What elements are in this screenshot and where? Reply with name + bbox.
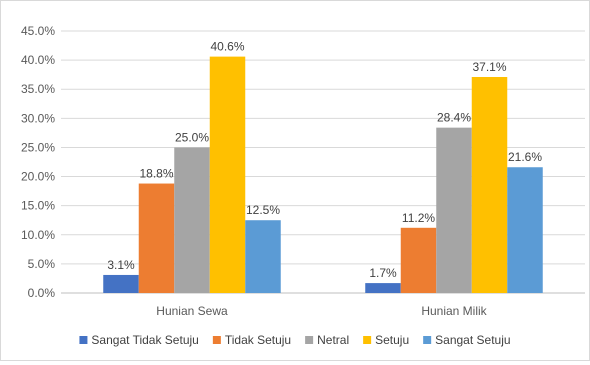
legend-label: Sangat Setuju <box>435 333 510 347</box>
data-label: 1.7% <box>369 266 397 280</box>
y-axis-ticks: 0.0% 5.0% 10.0% 15.0% 20.0% 25.0% 30.0% 35.0% 40… <box>21 24 55 300</box>
y-tick-label: 0.0% <box>28 286 56 300</box>
legend: Sangat Tidak Setuju Tidak Setuju Netral Set… <box>79 333 511 347</box>
data-label: 28.4% <box>437 111 471 125</box>
y-tick-label: 25.0% <box>21 140 55 154</box>
y-tick-label: 20.0% <box>21 170 55 184</box>
legend-swatch <box>212 336 221 344</box>
bar-sangat-tidak-setuju-1 <box>365 283 401 293</box>
legend-label: Setuju <box>375 333 409 347</box>
legend-item: Netral <box>305 333 349 347</box>
bar-sangat-setuju-1 <box>507 167 543 293</box>
x-category-label: Hunian Milik <box>421 304 487 318</box>
bar-setuju-1 <box>471 76 508 294</box>
legend-swatch <box>363 336 372 344</box>
data-label: 18.8% <box>139 167 173 181</box>
bar-setuju-0 <box>209 56 246 293</box>
y-tick-label: 35.0% <box>21 82 55 96</box>
data-label: 3.1% <box>107 258 135 272</box>
legend-swatch <box>305 336 314 344</box>
x-axis-categories: Hunian Sewa Hunian Milik <box>156 304 487 318</box>
legend-label: Netral <box>317 333 349 347</box>
legend-item: Sangat Setuju <box>423 333 511 347</box>
y-tick-label: 40.0% <box>21 53 55 67</box>
data-labels: 3.1% 18.8% 25.0% 40.6% 12.5% 1.7% 11.2% 28.4% 37… <box>107 40 542 280</box>
data-label: 12.5% <box>246 203 280 217</box>
legend-label: Sangat Tidak Setuju <box>91 333 198 347</box>
y-tick-label: 5.0% <box>28 257 56 271</box>
bar-netral-0 <box>174 147 210 293</box>
data-label: 40.6% <box>210 40 244 54</box>
x-category-label: Hunian Sewa <box>156 304 228 318</box>
data-label: 21.6% <box>508 150 542 164</box>
legend-item: Tidak Setuju <box>212 333 291 347</box>
y-tick-label: 30.0% <box>21 111 55 125</box>
legend-swatch <box>79 336 88 344</box>
y-tick-label: 15.0% <box>21 199 55 213</box>
bar-netral-1 <box>436 127 472 293</box>
y-tick-label: 10.0% <box>21 228 55 242</box>
bar-sangat-setuju-0 <box>245 220 281 293</box>
bar-sangat-tidak-setuju-0 <box>103 274 139 293</box>
data-label: 25.0% <box>175 130 209 144</box>
bars <box>103 56 543 294</box>
legend-item: Sangat Tidak Setuju <box>79 333 199 347</box>
legend-swatch <box>423 336 432 344</box>
bar-tidak-setuju-0 <box>138 183 175 293</box>
y-tick-label: 45.0% <box>21 24 55 38</box>
data-label: 37.1% <box>472 60 506 74</box>
legend-item: Setuju <box>363 333 409 347</box>
bar-tidak-setuju-1 <box>400 227 437 293</box>
data-label: 11.2% <box>402 211 435 225</box>
legend-label: Tidak Setuju <box>225 333 291 347</box>
